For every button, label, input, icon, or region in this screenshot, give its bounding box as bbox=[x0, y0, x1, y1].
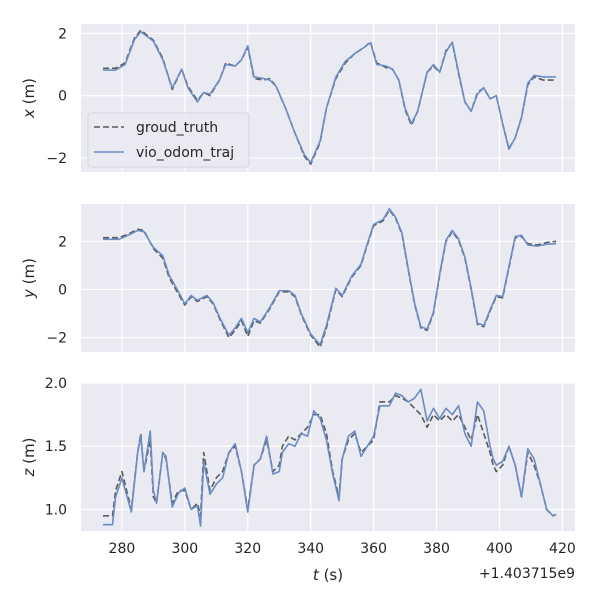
x-tick-label: 380 bbox=[423, 541, 450, 557]
x-tick-label: 400 bbox=[486, 541, 513, 557]
y-tick-label: 2.0 bbox=[45, 376, 67, 392]
series-line-vio-odom-traj-y bbox=[103, 208, 557, 346]
shared-x-axis: 280 300 320 340 360 380 400 420 t (s) +1.403715e9 bbox=[109, 541, 576, 584]
x-offset-text: +1.403715e9 bbox=[479, 566, 575, 582]
y-axis-label-z: z (m) bbox=[20, 438, 38, 478]
legend-label-groud-truth: groud_truth bbox=[136, 120, 218, 136]
series-line-vio-odom-traj-x bbox=[103, 30, 557, 164]
y-tick-label: 1.0 bbox=[45, 502, 67, 518]
y-axis-label-y: y (m) bbox=[20, 258, 38, 299]
y-tick-label: −2 bbox=[46, 331, 67, 347]
x-tick-label: 280 bbox=[109, 541, 136, 557]
subplots: −2 0 2 x (m) −2 0 2 y (m) 1.0 1.5 2.0 z (m) bbox=[20, 24, 575, 531]
subplot-y: −2 0 2 y (m) bbox=[20, 204, 575, 352]
y-tick-label: 1.5 bbox=[45, 439, 67, 455]
x-tick-label: 320 bbox=[234, 541, 261, 557]
series-line-groud-truth-x bbox=[103, 29, 557, 166]
x-tick-label: 360 bbox=[360, 541, 387, 557]
y-tick-label: 0 bbox=[58, 89, 67, 105]
y-tick-label: −2 bbox=[46, 151, 67, 167]
x-axis-unit: (s) bbox=[319, 566, 343, 584]
y-axis-var: z bbox=[20, 467, 38, 477]
y-axis-unit: (m) bbox=[20, 258, 38, 289]
y-axis-unit: (m) bbox=[20, 438, 38, 469]
y-tick-label: 0 bbox=[58, 282, 67, 298]
y-axis-var: x bbox=[20, 109, 38, 119]
y-tick-label: 2 bbox=[58, 26, 67, 42]
x-tick-label: 340 bbox=[297, 541, 324, 557]
series-line-vio-odom-traj-z bbox=[103, 388, 557, 527]
y-tick-label: 2 bbox=[58, 234, 67, 250]
legend: groud_truth vio_odom_traj bbox=[87, 112, 250, 168]
x-axis-var: t bbox=[313, 566, 320, 584]
x-axis-label: t (s) bbox=[313, 566, 343, 584]
legend-label-vio-odom-traj: vio_odom_traj bbox=[136, 145, 234, 161]
subplot-z: 1.0 1.5 2.0 z (m) bbox=[20, 376, 575, 531]
x-tick-label: 420 bbox=[549, 541, 576, 557]
x-tick-label: 300 bbox=[171, 541, 198, 557]
y-axis-label-x: x (m) bbox=[20, 78, 38, 119]
legend-box bbox=[87, 112, 250, 168]
plot-area-z bbox=[81, 383, 575, 531]
y-axis-unit: (m) bbox=[20, 78, 38, 109]
y-axis-var: y bbox=[20, 288, 38, 299]
series-line-groud-truth-y bbox=[103, 209, 557, 348]
plot-area-y bbox=[81, 204, 575, 352]
